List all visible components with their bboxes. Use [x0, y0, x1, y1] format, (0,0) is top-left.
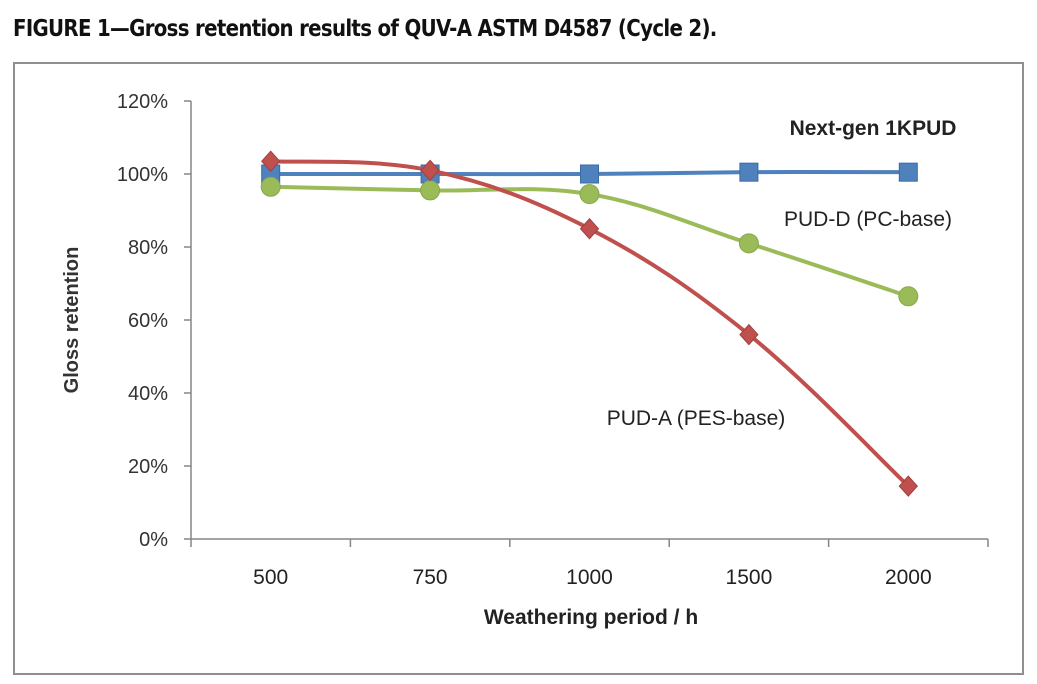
- data-point-pud-d-pc-base: [260, 176, 281, 197]
- chart-frame: [13, 62, 1024, 675]
- y-tick-label: 80%: [128, 237, 168, 259]
- data-point-pud-d-pc-base: [579, 184, 600, 205]
- series-label-pud-d-pc-base: PUD-D (PC-base): [784, 208, 952, 231]
- data-point-pud-a-pes-base: [420, 159, 440, 182]
- series-pud-a-pes-base: [261, 150, 918, 497]
- y-axis-title: Gloss retention: [61, 247, 83, 394]
- y-tick-label: 0%: [139, 529, 168, 551]
- y-tick-label: 40%: [128, 383, 168, 405]
- y-tick-label: 120%: [117, 91, 168, 113]
- series-next-gen-1kpud: [261, 162, 918, 184]
- data-point-next-gen-1kpud: [739, 162, 759, 182]
- data-point-next-gen-1kpud: [898, 162, 918, 182]
- data-point-pud-d-pc-base: [420, 180, 441, 201]
- x-tick-label: 2000: [885, 566, 932, 589]
- y-tick-label: 20%: [128, 456, 168, 478]
- series-label-pud-a-pes-base: PUD-A (PES-base): [607, 407, 786, 430]
- axes: 0% 20% 40% 60% 80% 100% 120% 500 750 1000 1500 2000: [117, 91, 989, 589]
- series: [260, 150, 919, 497]
- data-point-pud-d-pc-base: [898, 286, 919, 307]
- series-labels: Next-gen 1KPUD PUD-D (PC-base) PUD-A (PES-…: [607, 117, 957, 430]
- data-point-pud-a-pes-base: [739, 323, 759, 346]
- series-label-next-gen-1kpud: Next-gen 1KPUD: [790, 117, 957, 140]
- x-tick-label: 1500: [726, 566, 773, 589]
- x-axis-title: Weathering period / h: [484, 606, 698, 629]
- data-point-next-gen-1kpud: [580, 164, 599, 184]
- x-tick-label: 500: [253, 566, 288, 589]
- y-tick-label: 100%: [117, 164, 168, 186]
- data-point-pud-a-pes-base: [898, 475, 918, 497]
- series-pud-d-pc-base: [260, 176, 919, 307]
- y-tick-label: 60%: [128, 310, 168, 332]
- x-tick-label: 750: [413, 566, 448, 589]
- figure-title: FIGURE 1—Gross retention results of QUV-…: [13, 16, 717, 42]
- x-tick-label: 1000: [566, 566, 613, 589]
- data-point-pud-a-pes-base: [579, 218, 600, 240]
- data-point-pud-a-pes-base: [261, 150, 281, 172]
- data-point-pud-d-pc-base: [738, 233, 759, 254]
